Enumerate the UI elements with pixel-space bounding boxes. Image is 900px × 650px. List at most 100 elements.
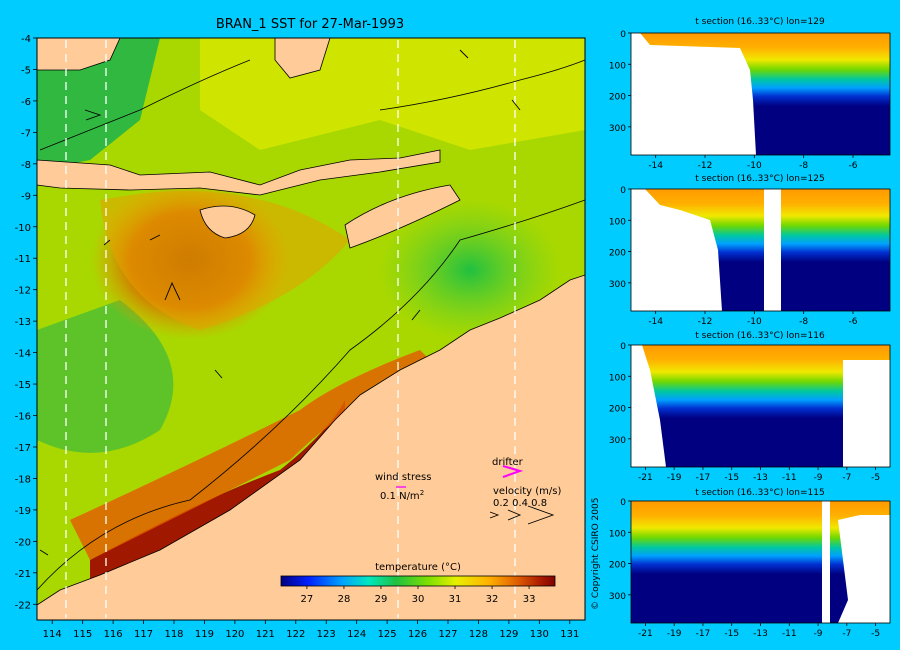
map-y-tick-label: -10 bbox=[15, 223, 31, 234]
colorbar-tick-label: 32 bbox=[486, 594, 499, 605]
section-y-tick-label: 300 bbox=[609, 592, 626, 602]
map-y-tick-label: -6 bbox=[21, 97, 31, 108]
section-x-tick-label: -9 bbox=[814, 473, 823, 483]
section-land-mask bbox=[822, 501, 830, 623]
colorbar-tick-label: 33 bbox=[523, 594, 536, 605]
section-x-tick-label: -10 bbox=[747, 317, 762, 327]
section-title: t section (16..33°C) lon=125 bbox=[695, 174, 824, 184]
colorbar-tick-label: 28 bbox=[338, 594, 351, 605]
section-y-tick-label: 300 bbox=[609, 280, 626, 290]
map-x-tick-label: 129 bbox=[499, 629, 518, 640]
section-y-tick-label: 0 bbox=[620, 342, 626, 352]
map-y-tick-label: -15 bbox=[15, 380, 31, 391]
copyright-text: © Copyright CSIRO 2005 bbox=[591, 498, 601, 610]
colorbar-tick-label: 30 bbox=[412, 594, 425, 605]
section-frame bbox=[630, 188, 891, 312]
map-y-tick-label: -7 bbox=[21, 128, 31, 139]
map-x-tick-label: 118 bbox=[164, 629, 183, 640]
section-x-tick-label: -6 bbox=[849, 317, 858, 327]
section-x-tick-label: -13 bbox=[753, 629, 768, 639]
colorbar-tick-label: 27 bbox=[301, 594, 314, 605]
wind-arrow bbox=[39, 549, 49, 556]
section-x-tick-label: -8 bbox=[799, 161, 808, 171]
map-x-tick-label: 124 bbox=[347, 629, 366, 640]
wind-arrow bbox=[84, 109, 102, 121]
section-land-gap bbox=[764, 189, 781, 311]
wind-stress-scale-exponent: 2 bbox=[420, 489, 424, 497]
map-y-tick-label: -12 bbox=[15, 286, 31, 297]
map-y-tick-label: -20 bbox=[15, 537, 31, 548]
map-x-tick-label: 131 bbox=[560, 629, 579, 640]
map-y-tick-label: -11 bbox=[15, 254, 31, 265]
colorbar-gradient bbox=[280, 575, 556, 587]
wind-stress-scale-value: 0.1 N/m bbox=[380, 491, 420, 502]
section-x-tick-label: -8 bbox=[799, 317, 808, 327]
section-land-mask bbox=[631, 189, 722, 311]
map-x-tick-label: 122 bbox=[286, 629, 305, 640]
map-y-tick-label: -18 bbox=[15, 474, 31, 485]
map-x-tick-label: 121 bbox=[256, 629, 275, 640]
map-frame bbox=[36, 37, 586, 621]
section-y-tick-label: 0 bbox=[620, 30, 626, 40]
section-title: t section (16..33°C) lon=115 bbox=[695, 488, 824, 498]
section-title: t section (16..33°C) lon=116 bbox=[695, 331, 825, 341]
main-map: BRAN_1 SST for 27-Mar-1993 bbox=[15, 17, 586, 640]
wind-arrow bbox=[411, 309, 421, 321]
section-x-tick-label: -13 bbox=[753, 473, 768, 483]
map-x-tick-label: 130 bbox=[530, 629, 549, 640]
sst-coastal-warm-band bbox=[70, 350, 430, 560]
wind-stress-legend: wind stress 0.1 N/m2 bbox=[375, 472, 431, 502]
section-axes: -14 -12 -10 -8 -6 0 100 200 300 bbox=[609, 30, 858, 171]
wind-stress-label: wind stress bbox=[375, 472, 431, 483]
map-y-tick-label: -21 bbox=[15, 569, 31, 580]
map-y-tick-label: -17 bbox=[15, 443, 31, 454]
section-y-tick-label: 200 bbox=[609, 249, 626, 259]
section-x-tick-label: -17 bbox=[696, 473, 711, 483]
map-x-axis: 114 115 116 117 118 119 120 121 122 123 124 125 126 1… bbox=[43, 620, 579, 640]
australia-landmass bbox=[36, 274, 586, 621]
section-y-tick-label: 200 bbox=[609, 561, 626, 571]
section-y-tick-label: 200 bbox=[609, 405, 626, 415]
map-x-tick-label: 114 bbox=[43, 629, 62, 640]
section-axes: -14 -12 -10 -8 -6 0 100 200 300 bbox=[609, 186, 858, 327]
map-y-tick-label: -4 bbox=[21, 34, 31, 45]
map-y-tick-label: -9 bbox=[21, 191, 31, 202]
section-land-mask-east bbox=[843, 360, 890, 467]
section-x-tick-label: -10 bbox=[747, 161, 762, 171]
section-panel-lon115: t section (16..33°C) lon=115 -21 -19 -17 -1… bbox=[609, 488, 891, 639]
wind-arrow bbox=[164, 281, 181, 301]
sst-warm-band bbox=[100, 191, 350, 330]
sumba-island bbox=[199, 205, 256, 239]
sst-central-green-region bbox=[37, 300, 174, 453]
map-x-tick-label: 116 bbox=[104, 629, 123, 640]
wind-stress-scale: 0.1 N/m2 bbox=[380, 489, 424, 502]
section-axes: -21 -19 -17 -15 -13 -11 -9 -7 -5 0 100 200 300 bbox=[609, 498, 880, 639]
map-x-tick-label: 127 bbox=[438, 629, 457, 640]
map-y-tick-label: -16 bbox=[15, 412, 31, 423]
section-x-tick-label: -6 bbox=[849, 161, 858, 171]
section-y-tick-label: 100 bbox=[609, 529, 626, 539]
section-x-tick-label: -17 bbox=[696, 629, 711, 639]
map-y-tick-label: -19 bbox=[15, 506, 31, 517]
colorbar-label: temperature (°C) bbox=[375, 562, 461, 573]
section-panel-lon125: t section (16..33°C) lon=125 -14 -12 -10 -8… bbox=[609, 174, 891, 327]
map-y-tick-label: -5 bbox=[21, 65, 31, 76]
map-y-tick-label: -14 bbox=[15, 349, 31, 360]
sst-coastal-hot-band bbox=[90, 400, 345, 585]
section-y-tick-label: 300 bbox=[609, 436, 626, 446]
section-y-tick-label: 100 bbox=[609, 61, 626, 71]
section-land-mask bbox=[631, 345, 666, 467]
map-y-tick-label: -8 bbox=[21, 160, 31, 171]
section-frame bbox=[630, 32, 891, 156]
map-x-tick-label: 119 bbox=[195, 629, 214, 640]
section-lines bbox=[65, 40, 516, 618]
wind-arrow bbox=[459, 49, 469, 59]
section-land-mask bbox=[631, 33, 756, 155]
section-y-tick-label: 100 bbox=[609, 373, 626, 383]
section-x-tick-label: -15 bbox=[724, 629, 739, 639]
map-x-tick-label: 125 bbox=[378, 629, 397, 640]
section-axes: -21 -19 -17 -15 -13 -11 -9 -7 -5 0 100 200 300 bbox=[609, 342, 880, 483]
shelf-contour bbox=[36, 199, 586, 591]
section-y-tick-label: 300 bbox=[609, 124, 626, 134]
section-x-tick-label: -21 bbox=[638, 629, 653, 639]
